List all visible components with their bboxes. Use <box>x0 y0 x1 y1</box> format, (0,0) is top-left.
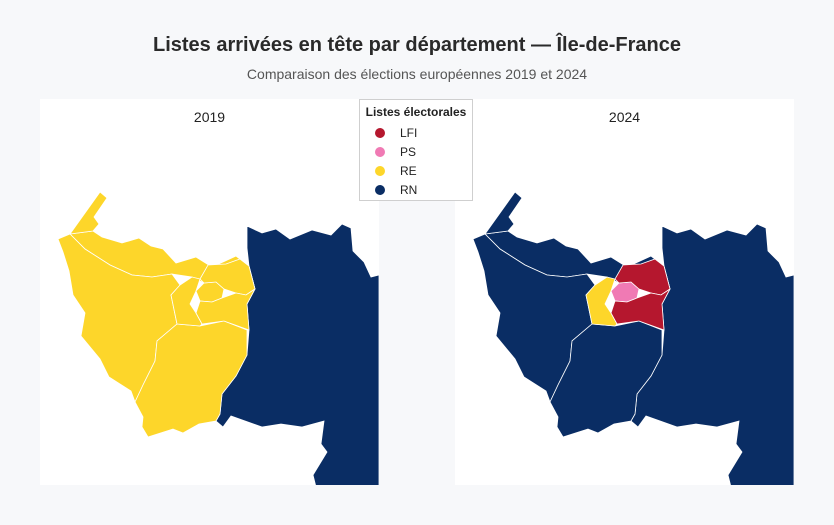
region-yvelines[interactable] <box>57 191 181 404</box>
region-essonne[interactable] <box>134 320 248 438</box>
region-essonne[interactable] <box>549 320 663 438</box>
region-val-de-marne[interactable] <box>610 288 671 331</box>
legend-item-ps[interactable]: PS <box>360 142 472 161</box>
map-panel-2019: 2019 <box>40 99 379 485</box>
legend-label: PS <box>400 144 417 159</box>
map-2024 <box>472 191 794 485</box>
legend-label: RE <box>400 163 417 178</box>
legend: Listes électorales LFI PS RE RN <box>359 99 473 201</box>
legend-swatch <box>375 127 385 138</box>
region-yvelines[interactable] <box>472 191 596 404</box>
legend-label: RN <box>400 182 418 197</box>
map-year-label: 2019 <box>193 109 226 125</box>
legend-item-re[interactable]: RE <box>360 161 472 180</box>
region-seine-et-marne[interactable] <box>215 223 379 485</box>
region-seine-et-marne[interactable] <box>630 223 794 485</box>
legend-title: Listes électorales <box>365 105 467 119</box>
legend-label: LFI <box>400 125 418 140</box>
legend-item-lfi[interactable]: LFI <box>360 123 472 142</box>
map-year-label: 2024 <box>608 109 641 125</box>
legend-swatch <box>375 146 385 157</box>
legend-swatch <box>375 184 385 195</box>
map-panel-2024: 2024 <box>455 99 794 485</box>
chart-subtitle: Comparaison des élections européennes 20… <box>246 66 588 82</box>
map-2019 <box>57 191 379 485</box>
legend-item-rn[interactable]: RN <box>360 180 472 199</box>
region-val-de-marne[interactable] <box>195 288 256 331</box>
legend-swatch <box>375 165 385 176</box>
chart-title: Listes arrivées en tête par département … <box>153 34 681 56</box>
